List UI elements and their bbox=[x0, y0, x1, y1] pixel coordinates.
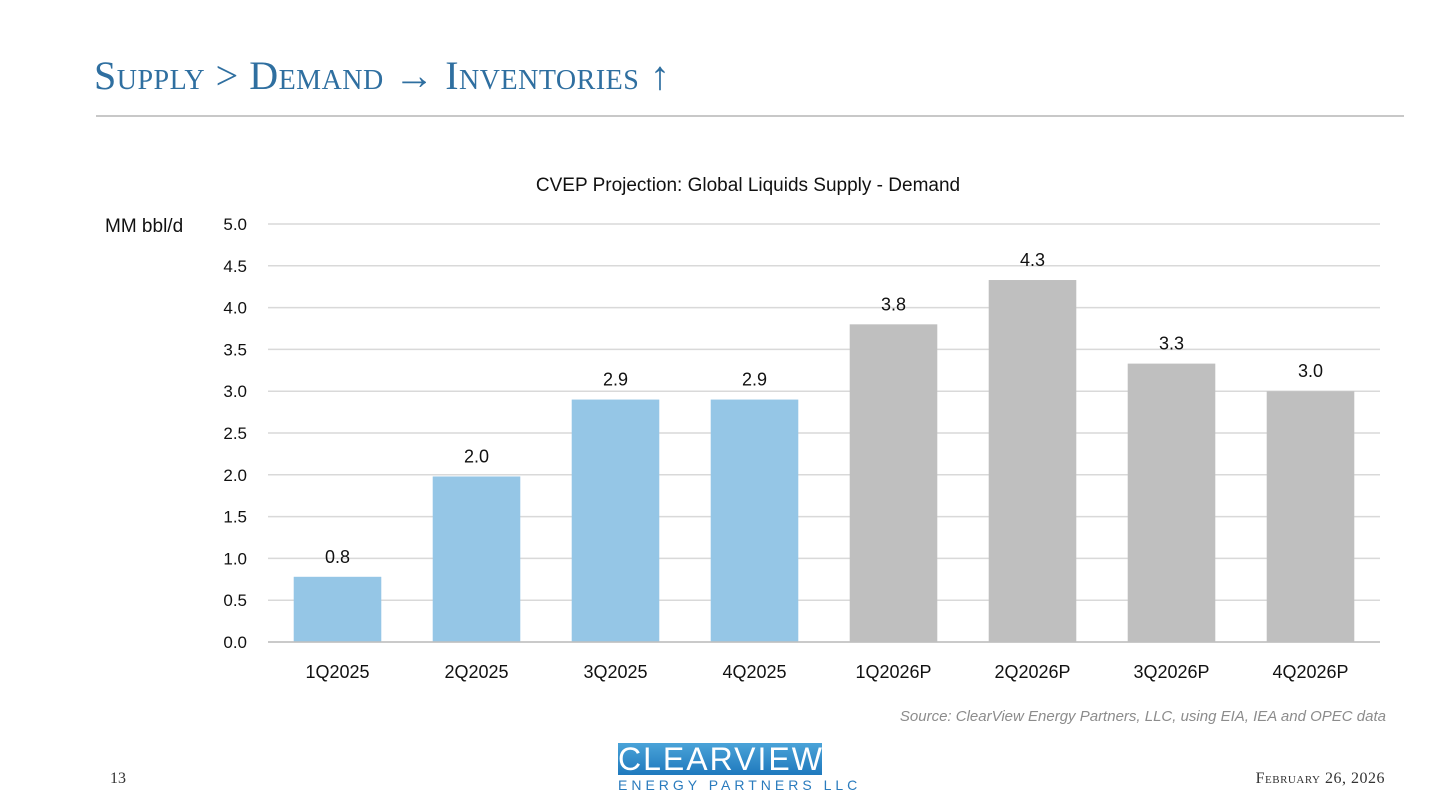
bar-2q2025 bbox=[432, 476, 521, 642]
clearview-logo: CLEARVIEW ENERGY PARTNERS LLC bbox=[618, 743, 862, 793]
bar-1q2026p bbox=[849, 324, 938, 642]
y-tick-label: 0.5 bbox=[223, 591, 247, 610]
bar-4q2025 bbox=[710, 399, 799, 642]
bar-3q2025 bbox=[571, 399, 660, 642]
y-tick-label: 1.0 bbox=[223, 549, 247, 568]
y-tick-label: 4.5 bbox=[223, 257, 247, 276]
slide-date: February 26, 2026 bbox=[1255, 770, 1385, 787]
data-label: 2.0 bbox=[464, 446, 489, 466]
bar-2q2026p bbox=[988, 280, 1077, 642]
chart-title: CVEP Projection: Global Liquids Supply -… bbox=[536, 175, 960, 196]
bar-3q2026p bbox=[1127, 363, 1216, 642]
source-note: Source: ClearView Energy Partners, LLC, … bbox=[899, 708, 1386, 725]
data-label: 2.9 bbox=[603, 370, 628, 390]
x-tick-label: 1Q2025 bbox=[305, 662, 369, 682]
y-tick-label: 3.5 bbox=[223, 340, 247, 359]
y-tick-label: 0.0 bbox=[223, 633, 247, 652]
x-tick-label: 2Q2026P bbox=[994, 662, 1070, 682]
y-tick-label: 1.5 bbox=[223, 508, 247, 527]
x-tick-label: 1Q2026P bbox=[855, 662, 931, 682]
data-label: 3.3 bbox=[1159, 334, 1184, 354]
slide-title: Supply > Demand → Inventories ↑ bbox=[94, 53, 671, 98]
title-divider bbox=[96, 115, 1404, 117]
bar-1q2025 bbox=[293, 576, 382, 642]
data-label: 2.9 bbox=[742, 370, 767, 390]
data-label: 3.8 bbox=[881, 294, 906, 314]
y-tick-label: 4.0 bbox=[223, 299, 247, 318]
supply-demand-chart: CVEP Projection: Global Liquids Supply -… bbox=[105, 175, 1380, 682]
page-number: 13 bbox=[110, 770, 126, 787]
y-tick-label: 5.0 bbox=[223, 215, 247, 234]
y-tick-label: 2.0 bbox=[223, 466, 247, 485]
logo-subtitle: ENERGY PARTNERS LLC bbox=[618, 777, 862, 793]
logo-wordmark: CLEARVIEW bbox=[618, 743, 822, 775]
data-label: 3.0 bbox=[1298, 361, 1323, 381]
data-label: 0.8 bbox=[325, 547, 350, 567]
data-label: 4.3 bbox=[1020, 250, 1045, 270]
x-tick-label: 4Q2025 bbox=[722, 662, 786, 682]
y-axis-label: MM bbl/d bbox=[105, 216, 183, 237]
x-tick-label: 4Q2026P bbox=[1272, 662, 1348, 682]
bar-4q2026p bbox=[1266, 391, 1355, 642]
x-tick-label: 3Q2025 bbox=[583, 662, 647, 682]
x-tick-label: 2Q2025 bbox=[444, 662, 508, 682]
y-tick-label: 2.5 bbox=[223, 424, 247, 443]
y-tick-label: 3.0 bbox=[223, 382, 247, 401]
x-tick-label: 3Q2026P bbox=[1133, 662, 1209, 682]
